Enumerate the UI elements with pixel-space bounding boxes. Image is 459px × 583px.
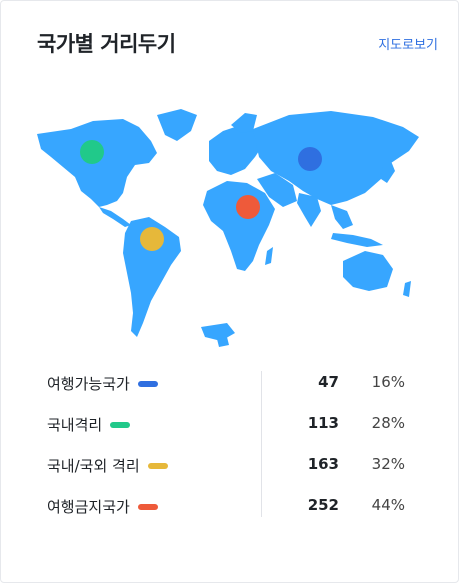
new-zealand-shape <box>403 281 411 297</box>
legend-label: 여행금지국가 <box>47 496 158 517</box>
world-map-svg <box>37 109 419 347</box>
antarctica-shape <box>201 323 235 341</box>
view-map-link[interactable]: 지도로보기 <box>378 38 438 53</box>
middle-east-marker[interactable] <box>236 195 260 219</box>
japan-shape <box>381 161 395 183</box>
legend-list: 여행가능국가 47 16% 국내격리 113 28% 국내/국외 격리 163 … <box>47 362 437 526</box>
legend-percent: 28% <box>371 414 405 432</box>
legend-count: 47 <box>318 373 339 391</box>
india-shape <box>297 193 321 227</box>
legend-percent: 44% <box>371 496 405 514</box>
south-america-shape <box>123 217 181 337</box>
europe-shape <box>209 125 263 175</box>
canada-marker[interactable] <box>80 140 104 164</box>
legend-label: 여행가능국가 <box>47 373 158 394</box>
central-america-shape <box>99 207 131 227</box>
middle-east-shape <box>257 173 297 207</box>
north-america-shape <box>37 119 157 207</box>
scandinavia-shape <box>231 113 257 133</box>
legend-count: 113 <box>307 414 339 432</box>
madagascar-shape <box>265 247 273 265</box>
legend-row: 여행가능국가 47 16% <box>47 362 437 403</box>
legend-swatch <box>147 462 168 469</box>
legend-row: 여행금지국가 252 44% <box>47 485 437 526</box>
legend-label: 국내격리 <box>47 414 131 435</box>
legend-label-text: 국내격리 <box>47 416 103 434</box>
south-america-marker[interactable] <box>140 227 164 251</box>
indonesia-shape <box>331 233 383 247</box>
russia-marker[interactable] <box>298 147 322 171</box>
world-map[interactable] <box>31 101 426 361</box>
southeast-asia-shape <box>331 205 353 229</box>
legend-count: 163 <box>307 455 339 473</box>
legend-label-text: 국내/국외 격리 <box>47 457 140 475</box>
legend-label: 국내/국외 격리 <box>47 455 168 476</box>
legend-divider <box>261 371 262 517</box>
legend-percent: 32% <box>371 455 405 473</box>
card-title: 국가별 거리두기 <box>37 32 176 56</box>
legend-swatch <box>137 503 158 510</box>
legend-swatch <box>110 421 131 428</box>
legend-count: 252 <box>307 496 339 514</box>
legend-row: 국내/국외 격리 163 32% <box>47 444 437 485</box>
antarctica-tip-shape <box>217 337 229 347</box>
legend-percent: 16% <box>371 373 405 391</box>
legend-label-text: 여행금지국가 <box>47 498 130 516</box>
africa-shape <box>203 181 275 271</box>
australia-shape <box>343 251 393 291</box>
greenland-shape <box>157 109 197 141</box>
legend-row: 국내격리 113 28% <box>47 403 437 444</box>
asia-shape <box>253 111 419 205</box>
legend-swatch <box>137 380 158 387</box>
legend-label-text: 여행가능국가 <box>47 375 130 393</box>
